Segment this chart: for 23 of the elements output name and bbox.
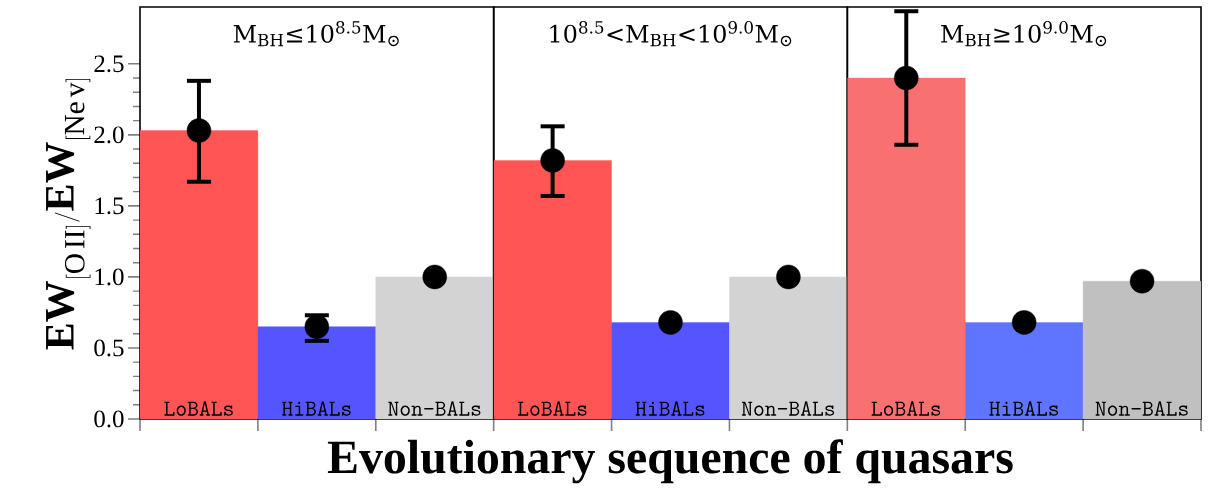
point [186, 118, 212, 143]
y-tick-label: 0.0 [94, 410, 124, 428]
y-tick-label: 0.5 [94, 339, 124, 357]
y-tick-label: 2.0 [94, 126, 124, 144]
text: M$_{BH}$≤10$^{8.5}$M$_{⊙}$ [233, 21, 399, 47]
y-tick-label: 2.5 [94, 55, 124, 73]
bar [257, 326, 376, 419]
point [422, 264, 447, 290]
x-tick-label: HiBALs [281, 401, 351, 416]
x-tick-label: HiBALs [635, 401, 705, 416]
x-axis-title: Evolutionary sequence of quasars [327, 439, 1013, 484]
x-tick-label: Non-BALs [1095, 401, 1188, 416]
y-axis-title: $\mathbf{EW}_{[\mathrm{O\,II}]}/\mathbf{EW}_{[\mathrm{Ne\,v}]}$ [46, 78, 91, 350]
x-tick-label: Non-BALs [741, 401, 835, 416]
x-tick-label: Non-BALs [388, 401, 481, 416]
y-tick-label: 1.5 [95, 197, 124, 215]
x-tick-label: HiBALs [989, 401, 1059, 416]
x-tick-label: LoBALs [164, 401, 233, 416]
y-tick-label: 1.0 [95, 268, 124, 286]
text: 10$^{8.5}$<M$_{BH}$<10$^{9.0}$M$_{⊙}$ [550, 21, 792, 47]
x-tick-label: LoBALs [518, 401, 587, 416]
text: M$_{BH}$≥10$^{9.0}$M$_{⊙}$ [941, 21, 1107, 47]
x-tick-label: LoBALs [871, 401, 941, 416]
